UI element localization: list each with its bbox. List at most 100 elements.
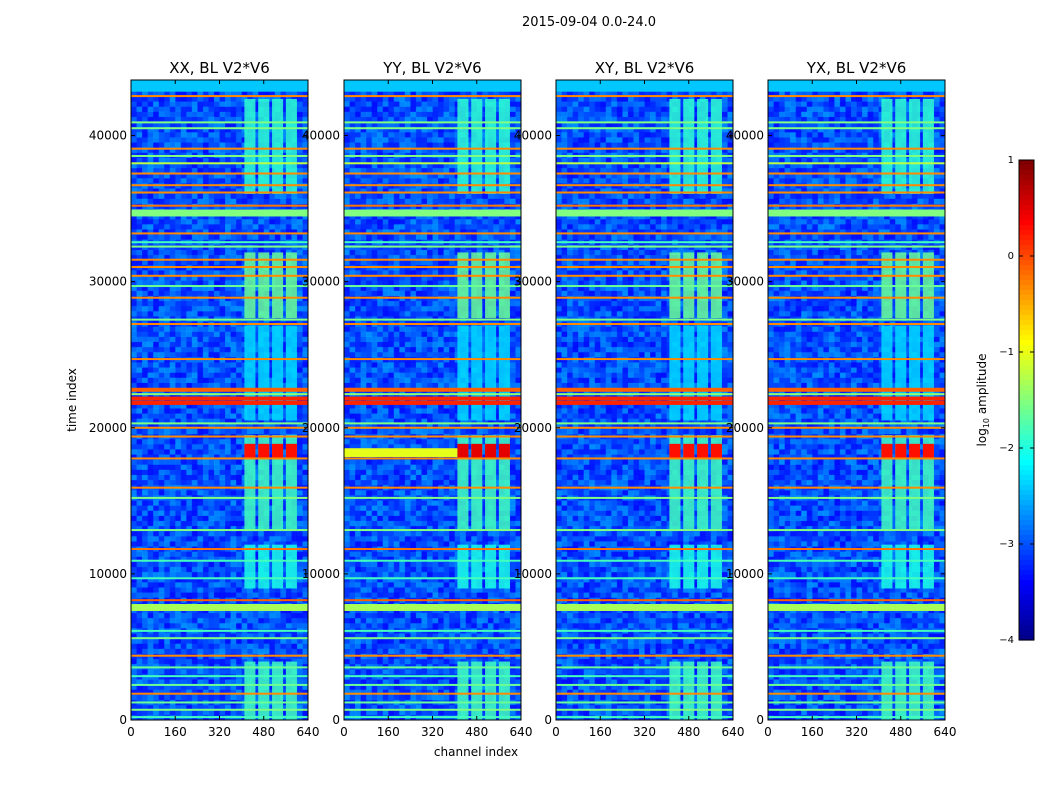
noise-cell — [147, 280, 154, 286]
noise-cell — [142, 556, 149, 562]
noise-cell — [349, 633, 356, 639]
noise-cell — [197, 310, 204, 317]
noise-cell — [449, 679, 456, 685]
noise-cell — [169, 254, 176, 261]
noise-cell — [147, 551, 154, 557]
noise-cell — [230, 689, 237, 695]
noise-cell — [404, 622, 411, 629]
noise-cell — [158, 305, 165, 312]
noise-cell — [498, 612, 505, 619]
noise-cell — [164, 561, 171, 568]
noise-cell — [147, 229, 154, 235]
noise-cell — [399, 638, 406, 644]
noise-cell — [197, 300, 204, 307]
noise-cell — [421, 668, 428, 675]
noise-cell — [197, 474, 204, 481]
noise-cell — [175, 101, 182, 107]
noise-cell — [164, 213, 171, 220]
noise-cell — [158, 290, 165, 297]
noise-cell — [191, 106, 198, 112]
noise-cell — [236, 587, 243, 593]
noise-cell — [230, 622, 237, 629]
noise-cell — [280, 172, 287, 179]
noise-cell — [432, 704, 439, 711]
noise-cell — [131, 474, 138, 481]
noise-cell — [438, 633, 445, 639]
noise-cell — [169, 193, 176, 199]
noise-cell — [252, 423, 259, 429]
noise-cell — [175, 694, 182, 701]
noise-cell — [213, 249, 220, 256]
noise-cell — [426, 694, 433, 701]
noise-cell — [252, 101, 259, 107]
noise-cell — [136, 448, 143, 455]
noise-cell — [208, 275, 215, 281]
noise-cell — [186, 259, 193, 266]
noise-cell — [158, 694, 165, 701]
noise-cell — [158, 172, 165, 179]
noise-cell — [219, 454, 226, 460]
noise-cell — [291, 428, 298, 435]
noise-cell — [230, 111, 237, 118]
noise-cell — [296, 474, 303, 481]
noise-cell — [225, 213, 232, 220]
noise-cell — [175, 689, 182, 695]
noise-cell — [158, 587, 165, 593]
noise-cell — [280, 310, 287, 317]
noise-cell — [208, 213, 215, 220]
noise-cell — [366, 622, 373, 629]
noise-cell — [438, 684, 445, 690]
noise-cell — [142, 643, 149, 649]
noise-cell — [180, 126, 187, 133]
channel-block — [285, 435, 297, 531]
noise-cell — [230, 157, 237, 164]
noise-cell — [142, 689, 149, 695]
noise-cell — [482, 617, 489, 624]
noise-cell — [197, 136, 204, 143]
noise-cell — [142, 648, 149, 655]
noise-cell — [202, 341, 209, 348]
noise-cell — [421, 592, 428, 598]
noise-cell — [142, 188, 149, 194]
noise-cell — [136, 372, 143, 378]
noise-cell — [241, 587, 248, 593]
noise-cell — [142, 367, 149, 373]
noise-cell — [186, 331, 193, 337]
noise-cell — [366, 633, 373, 639]
hot-feature — [244, 443, 256, 459]
noise-cell — [169, 454, 176, 460]
noise-cell — [202, 131, 209, 138]
noise-cell — [202, 454, 209, 460]
noise-cell — [175, 684, 182, 690]
noise-cell — [219, 234, 226, 240]
noise-cell — [208, 290, 215, 297]
noise-cell — [280, 177, 287, 184]
noise-cell — [208, 142, 215, 148]
noise-cell — [136, 566, 143, 573]
noise-cell — [197, 111, 204, 118]
noise-cell — [393, 587, 400, 593]
noise-cell — [186, 556, 193, 562]
noise-cell — [153, 525, 160, 532]
noise-cell — [274, 530, 281, 537]
noise-cell — [175, 479, 182, 486]
noise-cell — [280, 377, 287, 383]
noise-cell — [421, 581, 428, 588]
noise-cell — [175, 402, 182, 409]
noise-cell — [344, 633, 351, 639]
noise-cell — [153, 382, 160, 389]
noise-cell — [153, 285, 160, 291]
noise-cell — [169, 413, 176, 419]
noise-cell — [169, 689, 176, 695]
noise-cell — [432, 679, 439, 685]
noise-cell — [186, 372, 193, 378]
noise-cell — [213, 459, 220, 465]
noise-cell — [404, 587, 411, 593]
noise-cell — [274, 633, 281, 639]
noise-cell — [230, 116, 237, 123]
noise-cell — [136, 157, 143, 164]
noise-cell — [131, 408, 138, 414]
noise-cell — [169, 566, 176, 573]
noise-cell — [230, 679, 237, 685]
noise-cell — [296, 223, 303, 230]
